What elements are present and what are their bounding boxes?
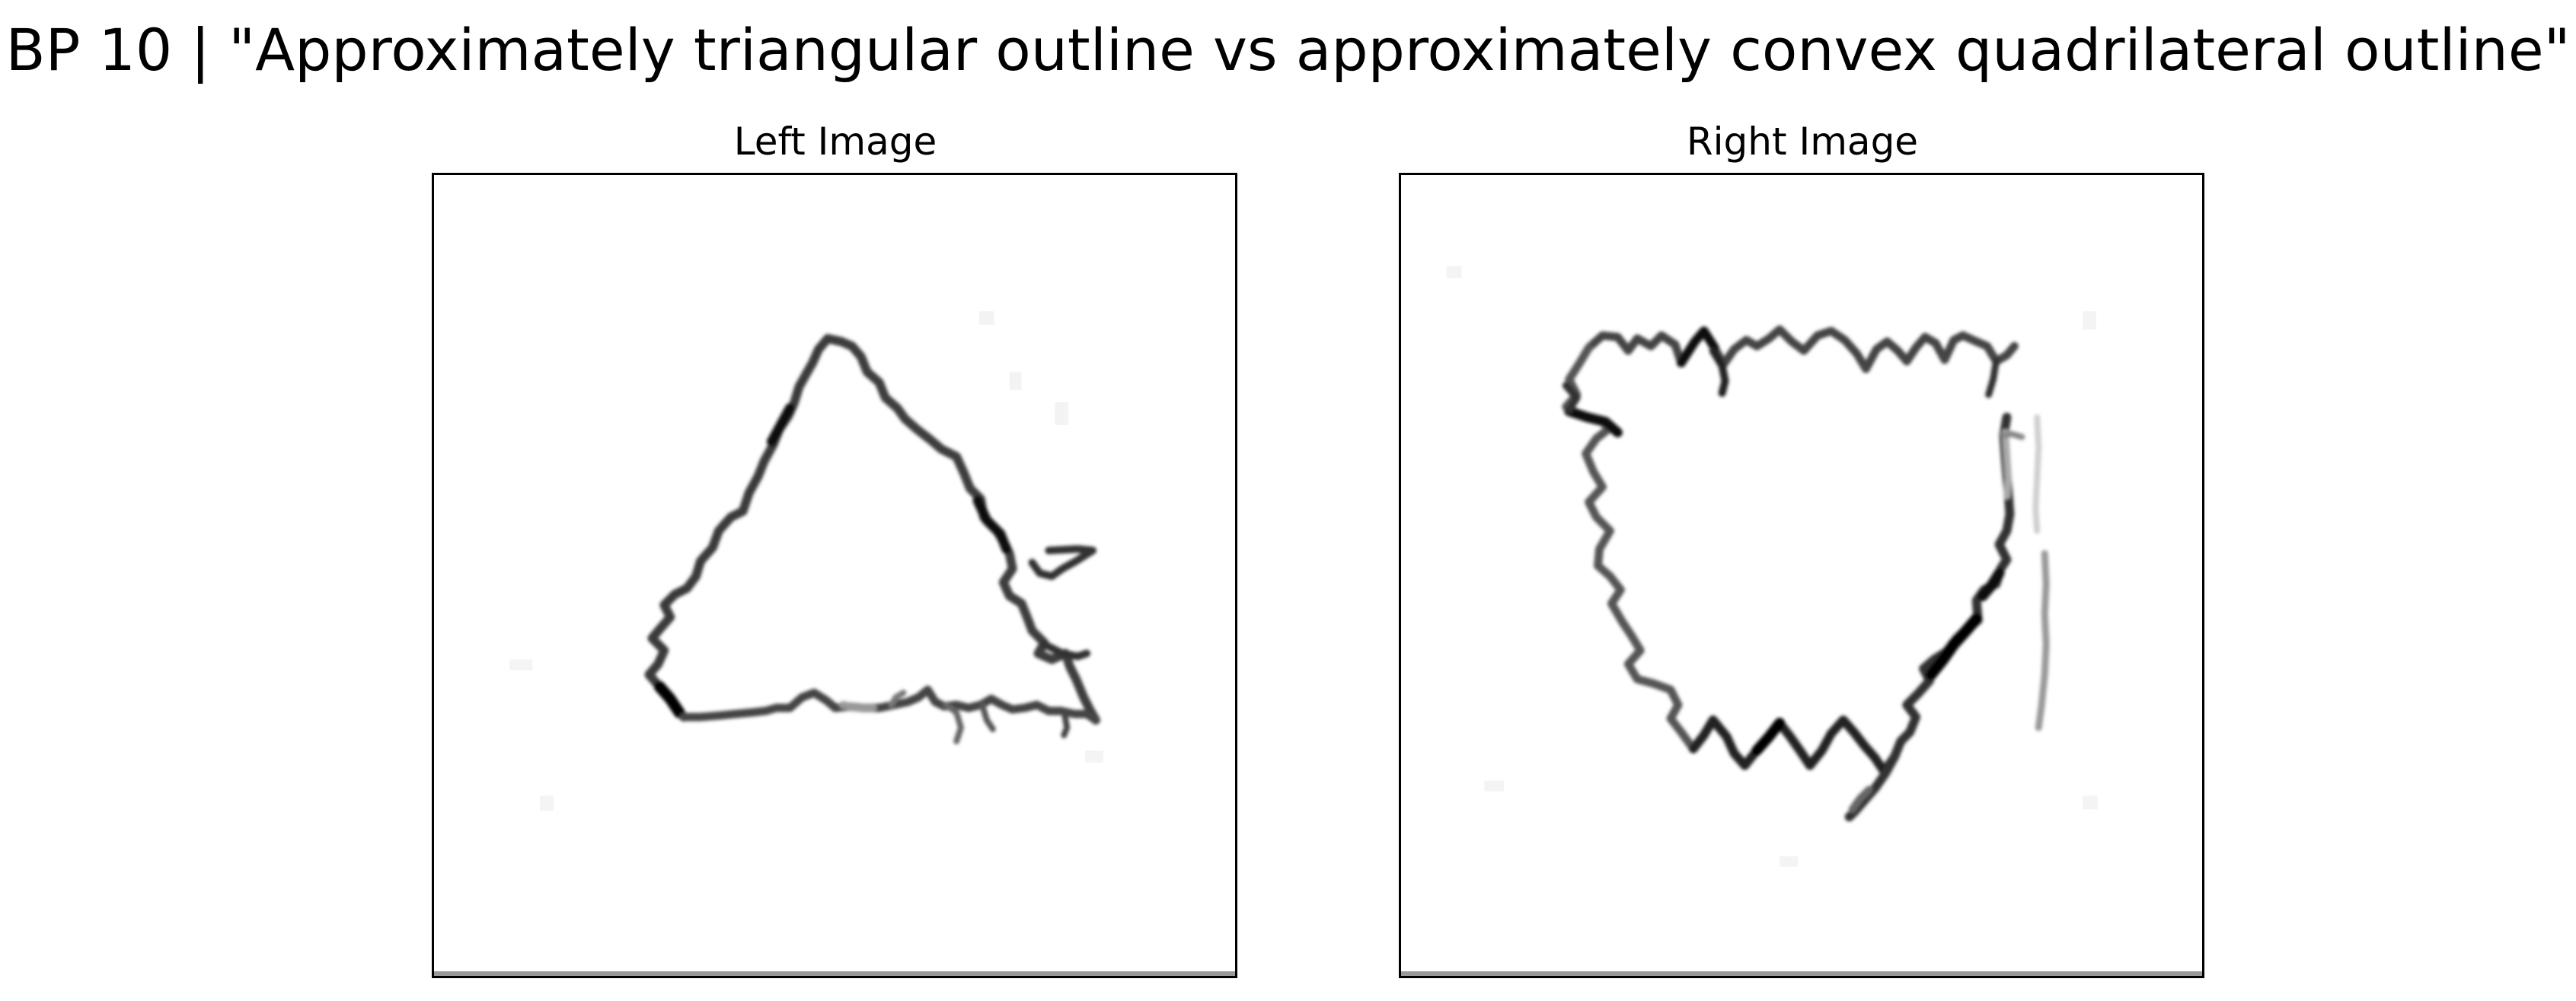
- figure-title: BP 10 | "Approximately triangular outlin…: [5, 16, 2571, 84]
- triangle-right-edge: [836, 336, 1101, 725]
- quad-top-edge: [1585, 325, 2019, 374]
- quad-left-edge: [1562, 343, 1698, 754]
- left-panel-title: Left Image: [733, 120, 937, 164]
- panel-bottom-edge: [434, 971, 1235, 976]
- quadrilateral-outline-drawing: [1446, 266, 2098, 867]
- stray-vertical-stroke: [2032, 414, 2042, 534]
- right-image-panel: [1399, 173, 2204, 978]
- triangle-left-edge: [644, 333, 846, 722]
- triangle-outline-drawing: [509, 311, 1103, 811]
- left-image-panel: [432, 173, 1237, 978]
- right-panel-title: Right Image: [1686, 120, 1919, 164]
- quad-bottom-edge: [1688, 715, 1900, 776]
- panel-bottom-edge: [1401, 971, 2202, 976]
- triangle-base-edge: [679, 685, 1100, 725]
